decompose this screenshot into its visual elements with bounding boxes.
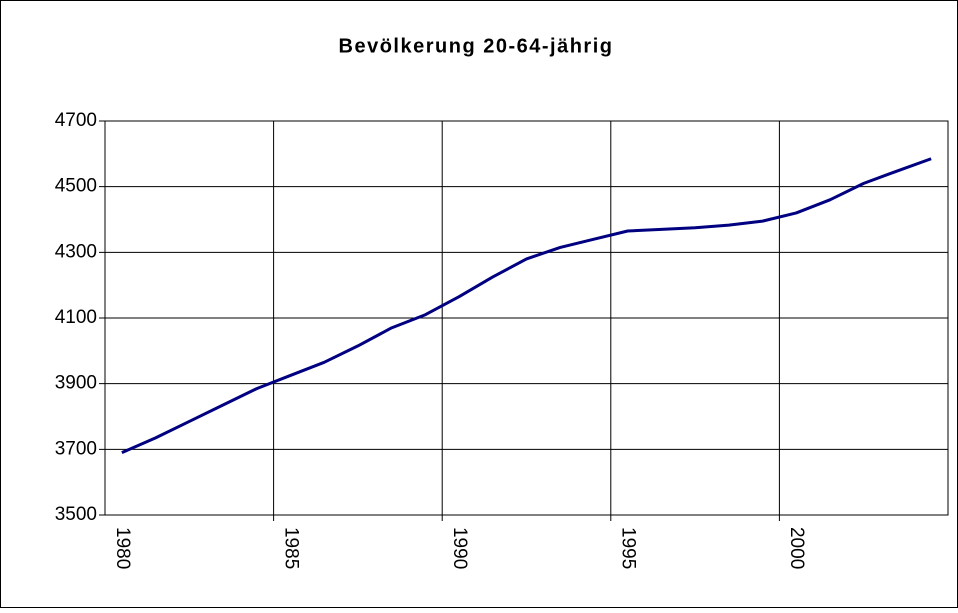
y-tick-label: 4700: [55, 110, 97, 131]
x-tick-label: 1990: [449, 527, 470, 569]
x-tick-label: 2000: [786, 527, 807, 569]
y-tick-label: 3700: [55, 438, 97, 459]
data-line: [121, 157, 932, 454]
y-tick-label: 3900: [55, 373, 97, 394]
y-tick-label: 4500: [55, 176, 97, 197]
y-tick-label: 4100: [55, 307, 97, 328]
x-tick-label: 1995: [618, 527, 639, 569]
plot-border: [104, 120, 949, 516]
chart-title: Bevölkerung 20-64-jährig: [339, 35, 614, 57]
y-tick-label: 3500: [55, 504, 97, 525]
x-tick-label: 1985: [280, 527, 301, 569]
y-tick-label: 4300: [55, 241, 97, 262]
x-tick-label: 1980: [112, 527, 133, 569]
